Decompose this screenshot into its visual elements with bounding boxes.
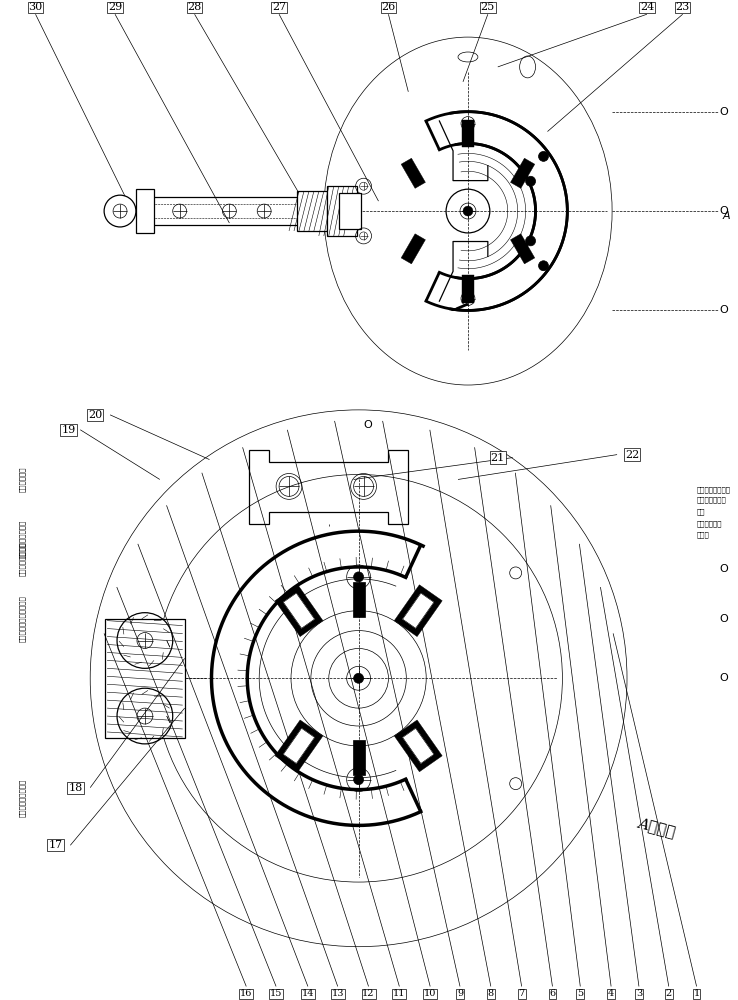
Bar <box>297 191 327 231</box>
Text: 竖直: 竖直 <box>697 508 705 515</box>
Text: 16: 16 <box>240 989 252 998</box>
Text: 2: 2 <box>666 989 672 998</box>
Circle shape <box>539 151 548 161</box>
Bar <box>136 189 154 233</box>
Text: 4: 4 <box>608 989 614 998</box>
Text: 22: 22 <box>625 450 639 460</box>
Bar <box>462 120 474 147</box>
Circle shape <box>539 261 548 271</box>
Circle shape <box>354 775 364 785</box>
Text: 锁面）: 锁面） <box>697 532 709 538</box>
Bar <box>283 593 314 628</box>
Text: A: A <box>723 211 730 221</box>
Text: O: O <box>720 206 728 216</box>
Bar <box>353 740 365 775</box>
Bar <box>105 619 184 738</box>
Text: （固半鸡中锁锁面）: （固半鸡中锁锁面） <box>19 520 26 558</box>
Text: A～剖大: A～剖大 <box>636 816 677 839</box>
Bar <box>403 593 434 628</box>
Text: 30: 30 <box>28 2 43 12</box>
Text: 7: 7 <box>519 989 525 998</box>
Text: 12: 12 <box>362 989 375 998</box>
Text: O: O <box>720 614 728 624</box>
Text: 11: 11 <box>393 989 406 998</box>
Text: 14: 14 <box>302 989 314 998</box>
Text: O: O <box>720 305 728 315</box>
Bar <box>394 585 442 637</box>
Bar <box>401 234 425 264</box>
Bar <box>275 585 323 637</box>
Bar <box>401 158 425 188</box>
Circle shape <box>463 206 473 216</box>
Bar <box>394 720 442 772</box>
Circle shape <box>465 121 471 127</box>
Text: 13: 13 <box>331 989 344 998</box>
Bar <box>327 186 356 236</box>
Bar <box>283 728 314 763</box>
Bar <box>403 728 434 763</box>
Text: 锁固面中锁锁）: 锁固面中锁锁） <box>697 496 726 503</box>
Text: 8: 8 <box>488 989 494 998</box>
Bar <box>403 593 434 628</box>
Bar <box>275 720 323 772</box>
Bar <box>140 197 329 225</box>
Circle shape <box>525 176 536 186</box>
Circle shape <box>525 236 536 246</box>
Text: O: O <box>364 420 373 430</box>
Text: 20: 20 <box>88 410 103 420</box>
Circle shape <box>465 296 471 302</box>
Text: O: O <box>720 673 728 683</box>
Bar <box>511 158 535 188</box>
Text: （固半鸡中锁锁面: （固半鸡中锁锁面 <box>697 486 731 493</box>
Text: 26: 26 <box>382 2 396 12</box>
Text: 24: 24 <box>640 2 654 12</box>
Text: 18: 18 <box>68 783 83 793</box>
Text: （锁固面中锁锁）: （锁固面中锁锁） <box>19 542 26 576</box>
Text: 25: 25 <box>480 2 495 12</box>
Text: 21: 21 <box>491 453 505 463</box>
Text: 27: 27 <box>272 2 286 12</box>
Circle shape <box>354 572 364 582</box>
Text: 1: 1 <box>694 989 700 998</box>
Bar <box>283 593 314 628</box>
Text: （固半鸡中锁: （固半鸡中锁 <box>697 520 722 527</box>
Bar <box>353 582 365 617</box>
Text: 5: 5 <box>577 989 583 998</box>
Circle shape <box>354 673 364 683</box>
Bar <box>283 728 314 763</box>
Bar <box>462 275 474 303</box>
Text: 锁固面中锁锁: 锁固面中锁锁 <box>19 467 26 492</box>
Text: 19: 19 <box>61 425 75 435</box>
Text: 固半鸡水平锁锁（锁锁）: 固半鸡水平锁锁（锁锁） <box>19 595 26 642</box>
Text: 23: 23 <box>675 2 690 12</box>
Text: 6: 6 <box>549 989 556 998</box>
Text: 17: 17 <box>49 840 63 850</box>
Bar <box>339 193 361 229</box>
Text: 29: 29 <box>108 2 123 12</box>
Bar <box>511 234 535 264</box>
Text: 3: 3 <box>636 989 642 998</box>
Bar <box>403 728 434 763</box>
Text: O: O <box>720 564 728 574</box>
Text: 15: 15 <box>270 989 282 998</box>
Text: 9: 9 <box>457 989 463 998</box>
Text: （固半鸡竖直锁锁）: （固半鸡竖直锁锁） <box>19 778 26 817</box>
Text: O: O <box>720 107 728 117</box>
Text: 10: 10 <box>424 989 436 998</box>
Text: 28: 28 <box>187 2 201 12</box>
